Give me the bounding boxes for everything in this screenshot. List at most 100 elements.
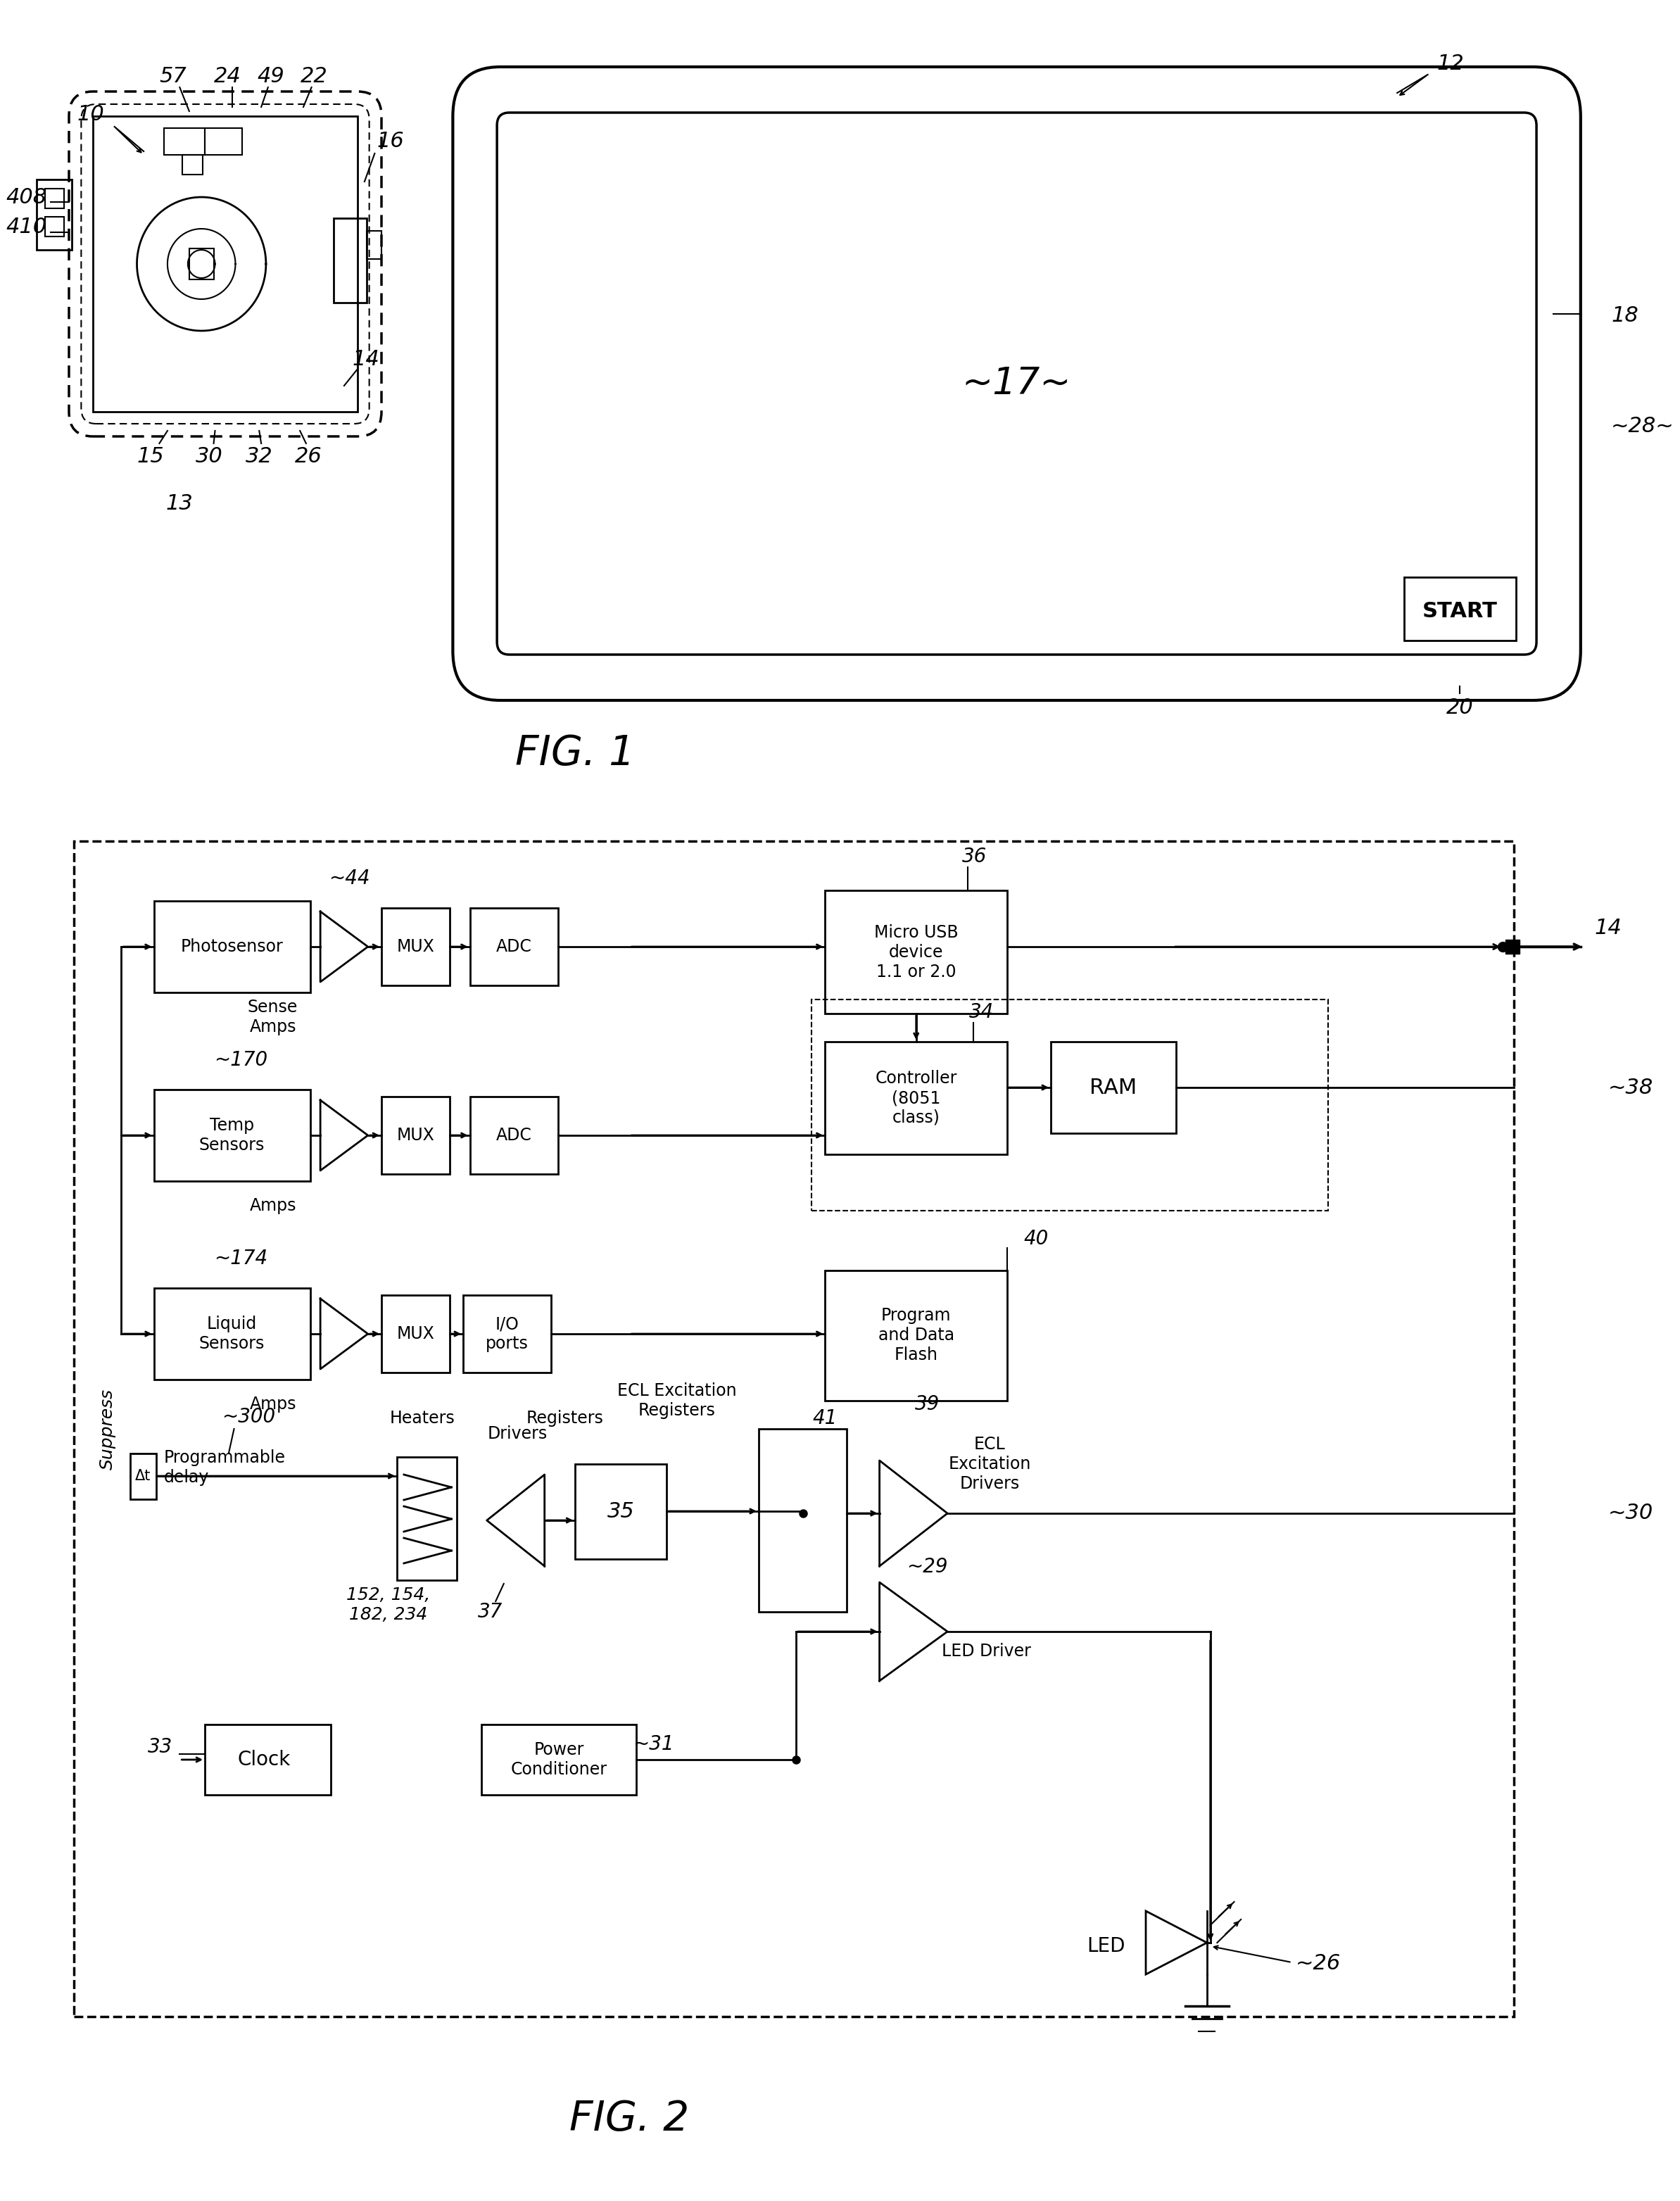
Text: ~30: ~30 <box>1608 1503 1653 1523</box>
Bar <box>811 999 1327 1211</box>
Text: Photosensor: Photosensor <box>181 938 284 955</box>
Bar <box>45 216 64 236</box>
Bar <box>825 1041 1008 1153</box>
Text: ~17~: ~17~ <box>963 365 1072 403</box>
Text: ~300: ~300 <box>222 1406 276 1426</box>
Text: 10: 10 <box>77 103 104 123</box>
Text: RAM: RAM <box>1090 1076 1137 1098</box>
Text: 26: 26 <box>296 447 323 467</box>
Bar <box>92 117 358 412</box>
Text: 37: 37 <box>477 1602 502 1622</box>
Text: Controller
(8051
class): Controller (8051 class) <box>875 1070 958 1127</box>
Text: 32: 32 <box>245 447 272 467</box>
Text: ~26: ~26 <box>1295 1954 1341 1974</box>
Bar <box>183 154 203 174</box>
Text: 13: 13 <box>166 493 193 513</box>
Text: 39: 39 <box>914 1395 939 1413</box>
Text: 14: 14 <box>1594 918 1621 938</box>
Text: ~38: ~38 <box>1608 1076 1653 1098</box>
Text: ~170: ~170 <box>213 1050 267 1070</box>
Bar <box>155 900 311 993</box>
Text: MUX: MUX <box>396 938 435 955</box>
Bar <box>470 909 558 986</box>
Bar <box>37 180 72 251</box>
Bar <box>205 128 242 154</box>
Bar <box>396 1457 457 1580</box>
Text: 57: 57 <box>160 66 186 86</box>
Bar <box>334 218 366 304</box>
Text: MUX: MUX <box>396 1325 435 1343</box>
Text: 30: 30 <box>197 447 223 467</box>
Text: Heaters: Heaters <box>390 1411 455 1426</box>
Text: ECL Excitation
Registers: ECL Excitation Registers <box>617 1382 738 1420</box>
Text: Suppress: Suppress <box>99 1389 116 1470</box>
Text: 34: 34 <box>969 1001 995 1021</box>
Text: Δt: Δt <box>134 1468 151 1483</box>
Bar <box>575 1464 667 1558</box>
Text: 35: 35 <box>606 1501 635 1521</box>
Bar <box>759 1428 847 1611</box>
Bar <box>482 1723 637 1794</box>
Bar <box>825 891 1008 1015</box>
Bar <box>825 1270 1008 1400</box>
Text: Programmable
delay: Programmable delay <box>165 1448 286 1486</box>
Text: Drivers: Drivers <box>487 1426 548 1442</box>
Text: 408: 408 <box>5 187 47 207</box>
Text: START: START <box>1421 601 1497 621</box>
Bar <box>155 1089 311 1182</box>
Text: Registers: Registers <box>526 1411 603 1426</box>
Text: 49: 49 <box>257 66 284 86</box>
Text: 12: 12 <box>1436 53 1463 73</box>
Text: I/O
ports: I/O ports <box>486 1316 529 1351</box>
Text: 18: 18 <box>1611 306 1638 326</box>
Text: ~174: ~174 <box>213 1248 267 1268</box>
Text: Liquid
Sensors: Liquid Sensors <box>200 1316 265 1351</box>
Text: Amps: Amps <box>249 1197 296 1215</box>
Text: Clock: Clock <box>237 1750 291 1770</box>
Text: Power
Conditioner: Power Conditioner <box>511 1741 606 1778</box>
Text: 16: 16 <box>376 130 403 152</box>
Bar <box>366 231 381 260</box>
Text: ~28~: ~28~ <box>1611 416 1675 436</box>
Text: 15: 15 <box>136 447 165 467</box>
Bar <box>155 1288 311 1380</box>
Bar <box>381 1294 450 1373</box>
Bar <box>381 1096 450 1173</box>
Bar <box>165 128 205 154</box>
Text: ~29: ~29 <box>907 1556 948 1576</box>
Text: 20: 20 <box>1446 698 1473 718</box>
Bar <box>464 1294 551 1373</box>
Text: ~31: ~31 <box>633 1734 674 1754</box>
Text: 40: 40 <box>1023 1228 1048 1248</box>
Bar <box>381 909 450 986</box>
Bar <box>190 249 213 280</box>
Text: Micro USB
device
1.1 or 2.0: Micro USB device 1.1 or 2.0 <box>874 924 958 979</box>
Bar <box>129 1453 156 1499</box>
Text: Program
and Data
Flash: Program and Data Flash <box>879 1307 954 1362</box>
Text: 33: 33 <box>148 1737 173 1756</box>
Text: FIG. 2: FIG. 2 <box>570 2098 689 2139</box>
Text: ~44: ~44 <box>329 869 370 889</box>
Text: ECL
Excitation
Drivers: ECL Excitation Drivers <box>948 1435 1032 1492</box>
Bar <box>205 1723 331 1794</box>
Text: 41: 41 <box>813 1409 838 1428</box>
Text: 24: 24 <box>213 66 240 86</box>
Bar <box>1404 577 1515 640</box>
Text: ADC: ADC <box>496 1127 533 1145</box>
Text: MUX: MUX <box>396 1127 435 1145</box>
Text: 22: 22 <box>301 66 328 86</box>
Bar <box>45 189 64 209</box>
Text: 410: 410 <box>5 216 47 238</box>
Text: Sense
Amps: Sense Amps <box>247 999 297 1034</box>
Text: 14: 14 <box>353 348 380 370</box>
Text: ADC: ADC <box>496 938 533 955</box>
Text: FIG. 1: FIG. 1 <box>516 733 635 773</box>
Bar <box>470 1096 558 1173</box>
Text: LED: LED <box>1087 1937 1126 1957</box>
Text: 152, 154,
182, 234: 152, 154, 182, 234 <box>346 1587 430 1622</box>
Text: LED Driver: LED Driver <box>941 1642 1032 1660</box>
Bar <box>1050 1041 1176 1134</box>
Text: 36: 36 <box>963 847 988 867</box>
Text: Amps: Amps <box>249 1395 296 1413</box>
Bar <box>74 841 1514 2016</box>
